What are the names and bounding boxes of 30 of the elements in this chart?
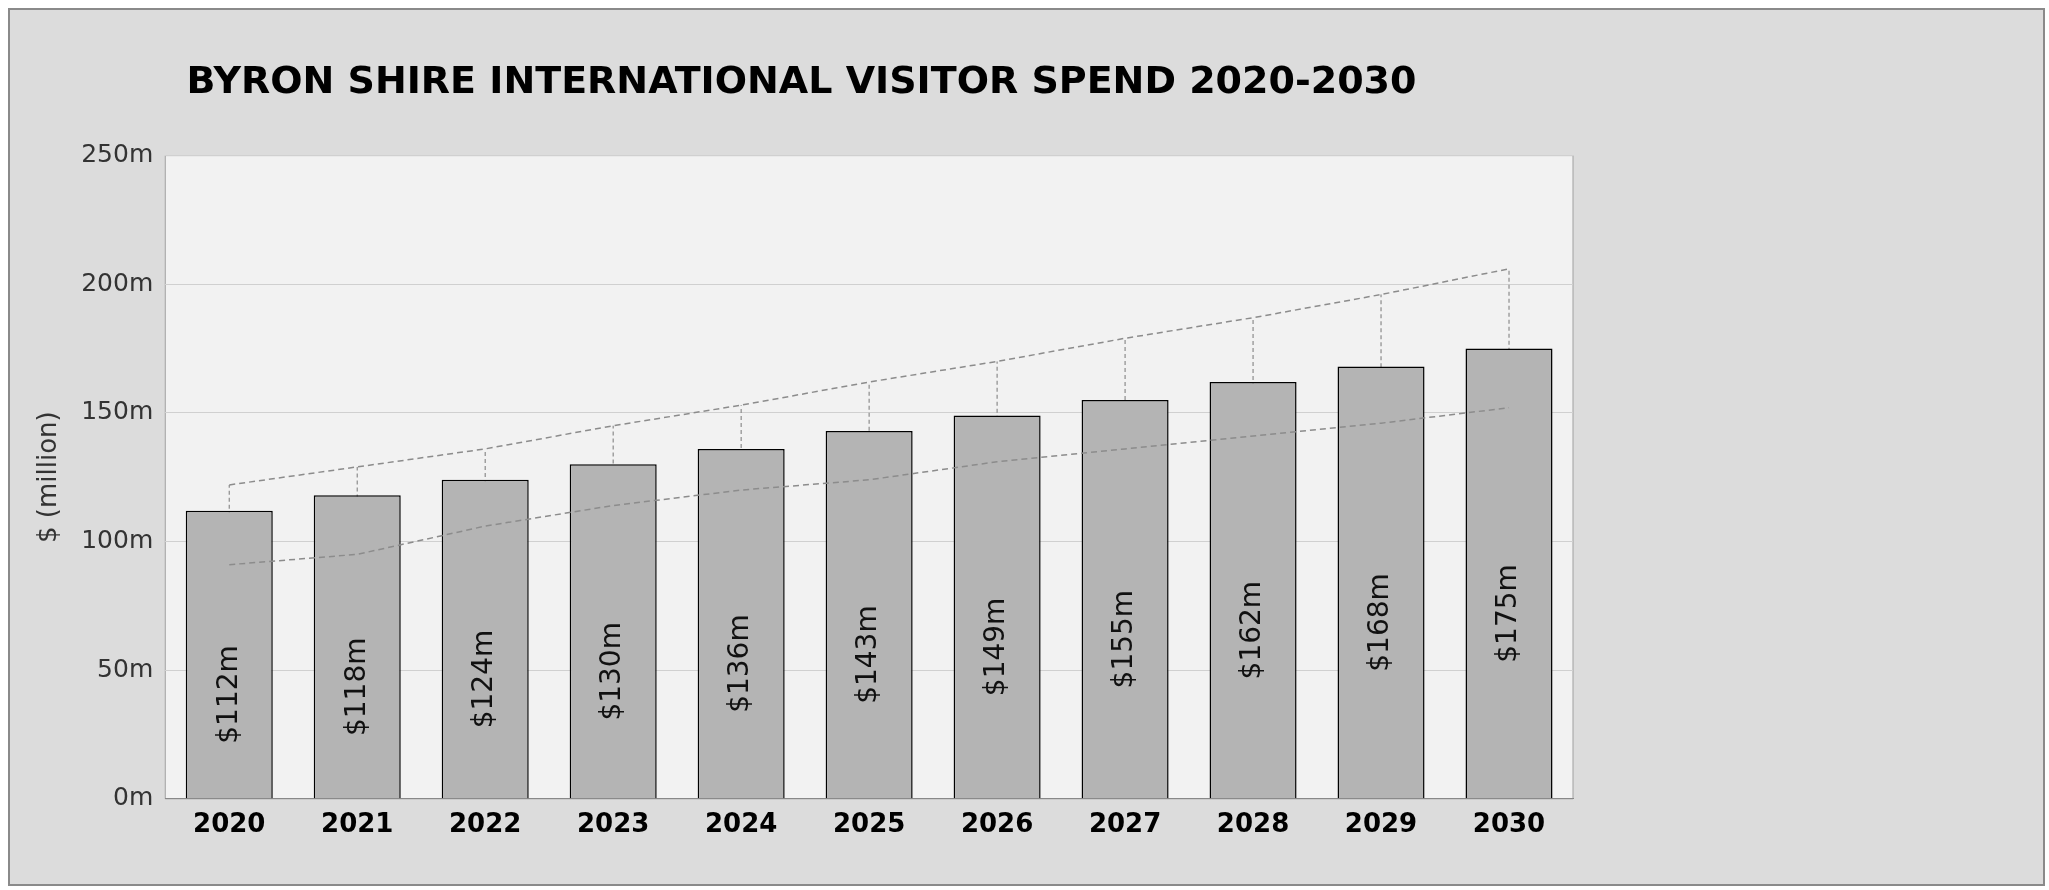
x-tick-label: 2029 [1344,808,1418,839]
x-tick-label: 2030 [1472,808,1546,839]
y-axis-title: $ (million) [32,411,63,544]
y-tick-label: 250m [81,139,154,169]
y-tick-label: 200m [81,267,154,297]
data-label: $143m [850,605,884,704]
y-tick-label: 100m [81,525,154,555]
chart-title: BYRON SHIRE INTERNATIONAL VISITOR SPEND 2020-2030 [186,57,1417,102]
x-tick-label: 2027 [1088,808,1162,839]
x-tick-label: 2021 [321,808,394,839]
y-tick-label: 150m [81,396,154,426]
data-label: $175m [1490,564,1524,663]
data-label: $162m [1234,580,1268,680]
data-label: $155m [1106,589,1140,689]
x-tick-label: 2025 [832,808,906,839]
y-tick-label: 50m [97,653,154,683]
x-tick-label: 2022 [449,808,522,839]
x-tick-label: 2024 [704,808,778,839]
data-label: $118m [338,637,372,737]
data-label: $130m [594,622,628,721]
data-label: $112m [210,645,244,744]
y-tick-label: 0m [113,782,154,812]
data-label: $136m [722,614,756,713]
data-label: $124m [466,629,500,729]
x-tick-label: 2023 [577,808,650,839]
data-label: $149m [978,597,1012,697]
data-label: $168m [1362,573,1396,672]
x-tick-label: 2028 [1216,808,1290,839]
x-tick-label: 2020 [193,808,266,839]
x-tick-label: 2026 [960,808,1034,839]
